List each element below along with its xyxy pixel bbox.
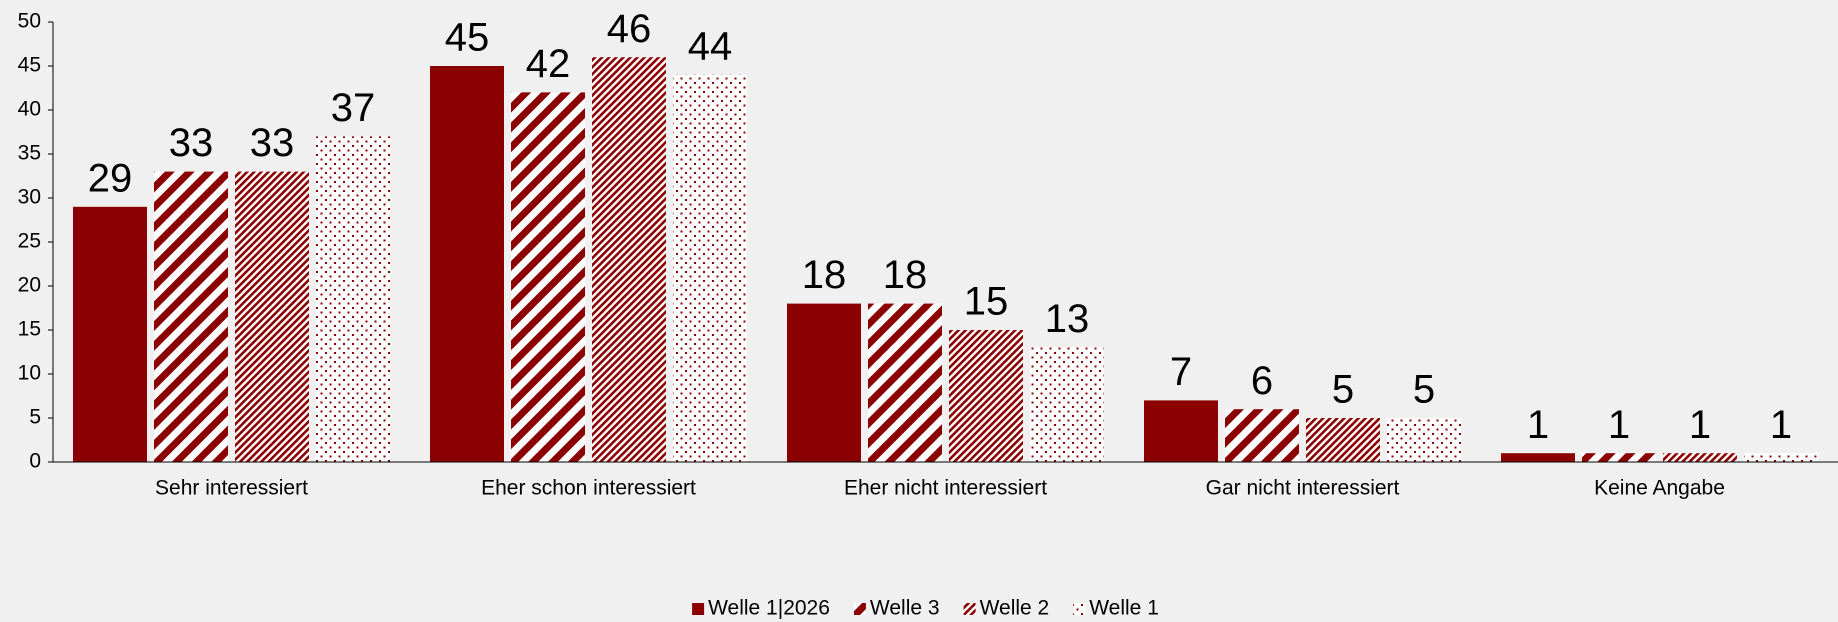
y-tick-label: 0 [29, 450, 41, 473]
bar [868, 303, 942, 462]
y-tick-label: 20 [18, 274, 41, 297]
x-tick-label: Eher nicht interessiert [844, 477, 1047, 500]
legend-label: Welle 1 [1089, 597, 1159, 620]
bar [154, 171, 228, 462]
legend-swatch [963, 603, 976, 615]
legend-label: Welle 2 [980, 597, 1050, 620]
y-tick-label: 25 [18, 230, 41, 253]
value-label: 18 [802, 253, 847, 297]
bar [1225, 409, 1299, 462]
value-label: 18 [883, 253, 928, 297]
legend-swatch [1073, 603, 1086, 615]
x-tick-label: Eher schon interessiert [481, 477, 696, 500]
y-tick-label: 35 [18, 142, 41, 165]
value-label: 5 [1332, 368, 1354, 412]
bar [235, 171, 309, 462]
value-label: 1 [1689, 403, 1711, 447]
x-tick-label: Gar nicht interessiert [1206, 477, 1400, 500]
value-label: 33 [250, 121, 295, 165]
bar [1144, 400, 1218, 462]
bar [1582, 453, 1656, 462]
bar [592, 57, 666, 462]
y-tick-label: 50 [18, 10, 41, 33]
bar [1030, 347, 1104, 462]
x-tick-label: Keine Angabe [1594, 477, 1725, 500]
value-label: 29 [88, 156, 133, 200]
y-tick-label: 15 [18, 318, 41, 341]
legend-label: Welle 1|2026 [708, 597, 830, 620]
value-label: 44 [688, 24, 733, 68]
value-label: 42 [526, 42, 571, 86]
legend-swatch [692, 603, 705, 615]
bar [1387, 418, 1461, 462]
y-tick-label: 40 [18, 98, 41, 121]
bar [1501, 453, 1575, 462]
bar [673, 74, 747, 463]
value-label: 1 [1608, 403, 1630, 447]
value-label: 6 [1251, 359, 1273, 403]
value-label: 1 [1527, 403, 1549, 447]
value-label: 15 [964, 280, 1009, 324]
legend-label: Welle 3 [870, 597, 940, 620]
y-tick-label: 45 [18, 54, 41, 77]
legend-swatch [853, 603, 866, 615]
value-label: 33 [169, 121, 214, 165]
value-label: 13 [1045, 297, 1090, 341]
y-tick-label: 10 [18, 362, 41, 385]
value-label: 37 [331, 86, 376, 130]
value-label: 46 [607, 7, 652, 51]
bar [787, 303, 861, 462]
value-label: 45 [445, 16, 490, 60]
bar [949, 330, 1023, 462]
bar [1663, 453, 1737, 462]
bar [316, 136, 390, 462]
value-label: 7 [1170, 350, 1192, 394]
bar [430, 66, 504, 462]
bar [1306, 418, 1380, 462]
bar [73, 206, 147, 462]
value-label: 5 [1413, 368, 1435, 412]
bar [1744, 453, 1818, 462]
bar [511, 92, 585, 463]
y-tick-label: 5 [29, 406, 41, 429]
x-tick-label: Sehr interessiert [155, 477, 308, 500]
y-tick-label: 30 [18, 186, 41, 209]
value-label: 1 [1770, 403, 1792, 447]
